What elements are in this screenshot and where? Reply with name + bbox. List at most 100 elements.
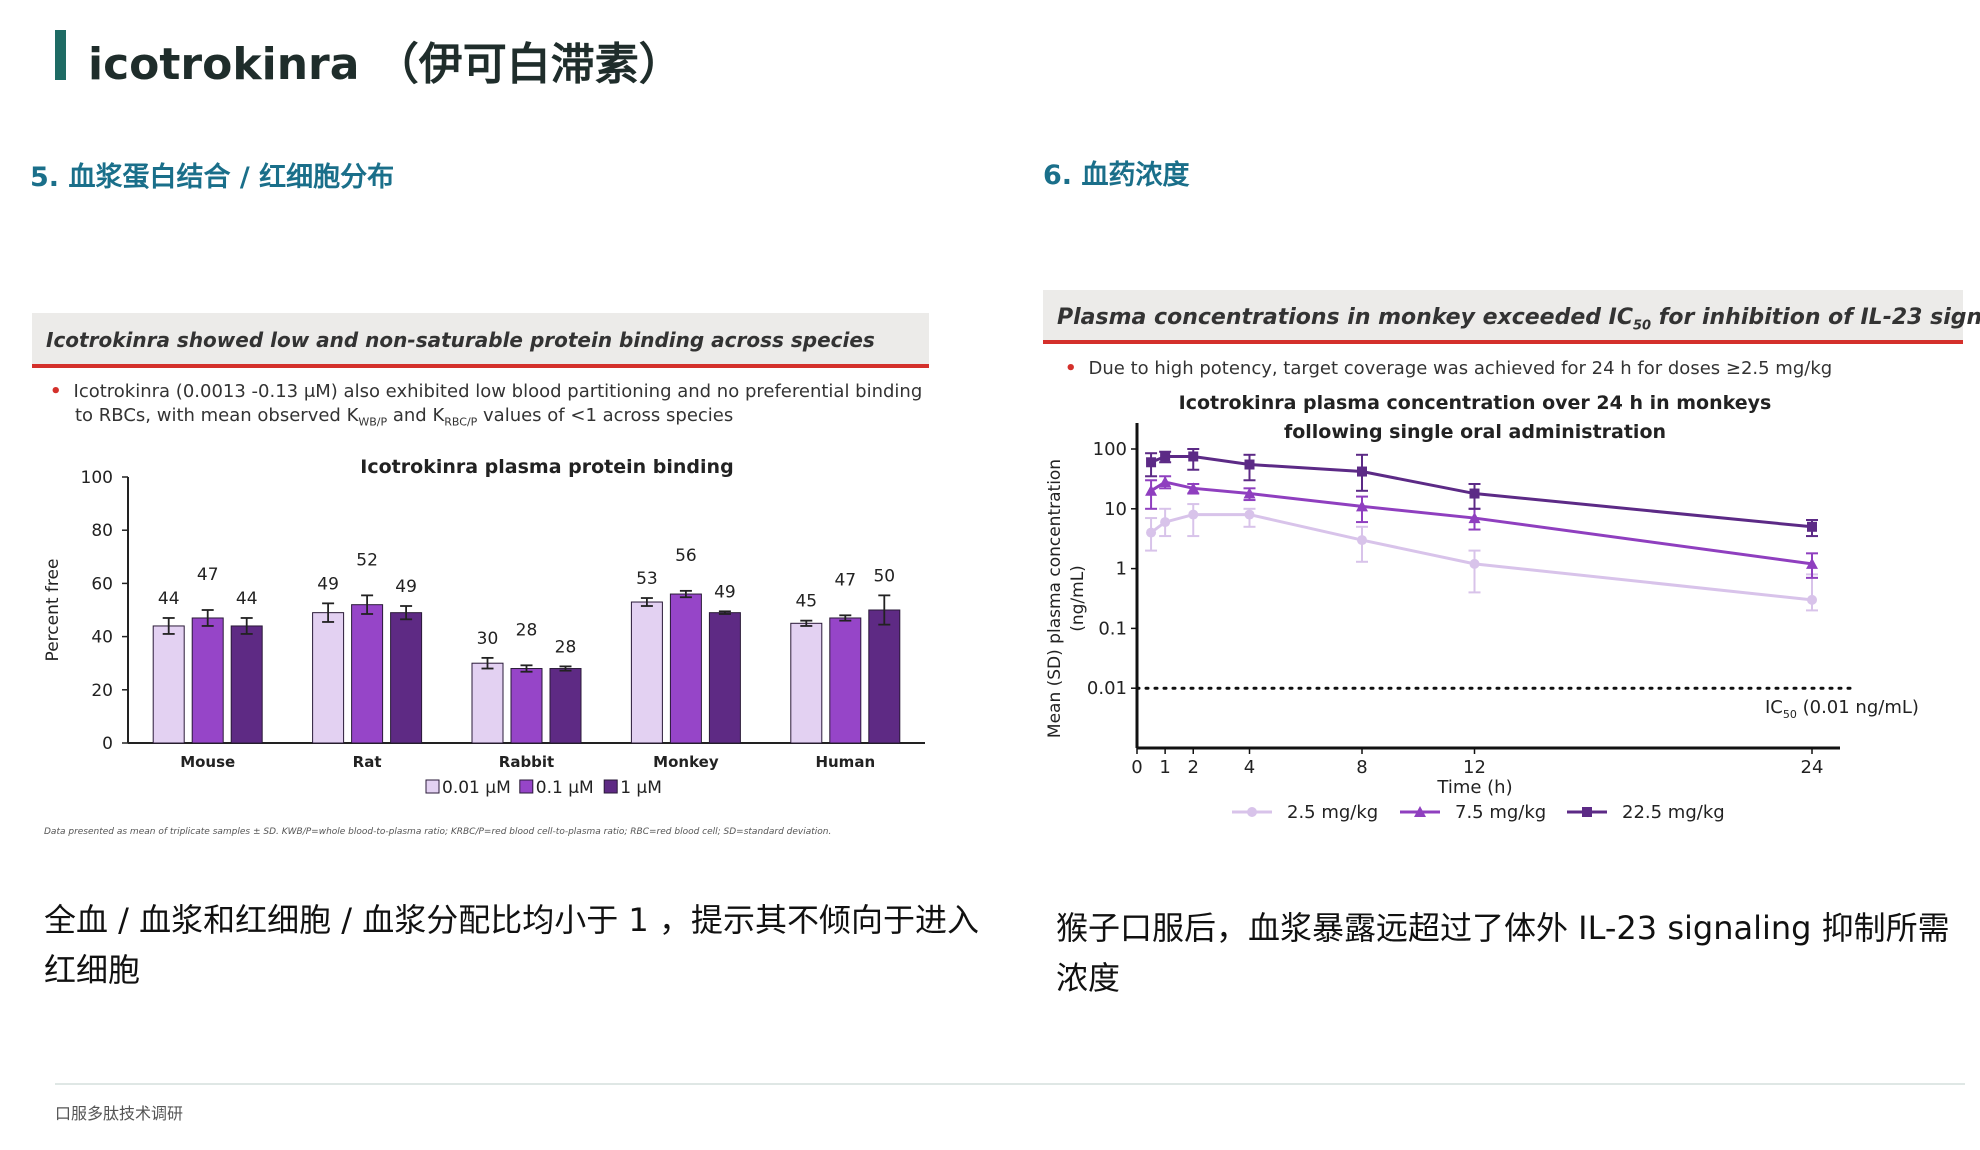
- ic50-label-main: IC: [1765, 697, 1783, 718]
- right-banner-text-a: Plasma concentrations in monkey exceeded…: [1057, 305, 1634, 330]
- data-label: 30: [477, 629, 499, 649]
- bar: [191, 617, 224, 744]
- right-caption: 猴子口服后，血浆暴露远超过了体外 IL-23 signaling 抑制所需浓度: [1056, 909, 1950, 997]
- bar: [630, 601, 663, 744]
- data-label: 45: [795, 592, 817, 612]
- data-label: 52: [356, 550, 378, 570]
- data-label: 49: [317, 574, 339, 594]
- left-banner-text: Icotrokinra showed low and non-saturable…: [46, 328, 875, 352]
- y-tick-label: 10: [1104, 499, 1127, 520]
- x-axis-label: Time (h): [1436, 777, 1512, 798]
- legend-label: 0.1 μM: [536, 778, 594, 798]
- section-title-right: 6. 血药浓度: [1043, 160, 1190, 191]
- data-point-circle: [1160, 517, 1171, 528]
- data-point-circle: [1146, 527, 1157, 538]
- y-tick-label: 80: [91, 521, 113, 541]
- line-chart-title-2: following single oral administration: [1284, 421, 1666, 443]
- data-label: 49: [714, 582, 736, 602]
- legend-swatch: [425, 779, 440, 794]
- category-label: Rat: [353, 753, 382, 771]
- x-tick-label: 12: [1463, 757, 1486, 778]
- data-point-square: [1469, 488, 1480, 499]
- legend-swatch: [603, 779, 618, 794]
- data-label: 28: [516, 620, 538, 640]
- legend-label: 22.5 mg/kg: [1622, 802, 1725, 823]
- right-banner-text: Plasma concentrations in monkey exceeded…: [1057, 305, 1980, 333]
- category-label: Human: [815, 753, 875, 771]
- data-label: 44: [236, 589, 258, 609]
- bar: [390, 612, 423, 744]
- x-tick-label: 2: [1188, 757, 1199, 778]
- right-banner-sub: 50: [1633, 318, 1652, 334]
- category-label: Rabbit: [499, 753, 554, 771]
- x-tick-label: 24: [1801, 757, 1824, 778]
- data-point-circle: [1247, 807, 1257, 817]
- y-axis-label-1: Mean (SD) plasma concentration: [1045, 459, 1065, 738]
- bar: [230, 625, 263, 744]
- x-tick-label: 4: [1244, 757, 1255, 778]
- left-caption: 全血 / 血浆和红细胞 / 血浆分配比均小于 1 ，提示其不倾向于进入红细胞: [44, 901, 979, 989]
- data-point-circle: [1807, 594, 1817, 605]
- data-point-square: [1582, 807, 1592, 817]
- data-point-triangle: [1187, 482, 1200, 494]
- bar: [549, 668, 582, 744]
- category-label: Mouse: [180, 753, 235, 771]
- data-point-triangle: [1159, 476, 1172, 488]
- data-label: 50: [873, 566, 895, 586]
- bar: [829, 617, 862, 744]
- y-tick-label: 0: [102, 734, 113, 754]
- data-point-circle: [1244, 509, 1255, 520]
- bullet-dot: •: [50, 381, 62, 402]
- category-label: Monkey: [653, 753, 719, 771]
- bar: [790, 622, 823, 744]
- data-point-square: [1160, 451, 1171, 462]
- bar: [669, 593, 702, 744]
- y-tick-label: 0.1: [1098, 618, 1127, 639]
- right-bullet-text: Due to high potency, target coverage was…: [1088, 358, 1833, 379]
- data-label: 47: [834, 570, 856, 590]
- ic50-label: IC50 (0.01 ng/mL): [1765, 697, 1919, 721]
- legend-label: 2.5 mg/kg: [1287, 802, 1378, 823]
- legend-label: 0.01 μM: [442, 778, 511, 798]
- legend-swatch: [519, 779, 534, 794]
- x-tick-label: 0: [1131, 757, 1142, 778]
- bar-chart-title: Icotrokinra plasma protein binding: [360, 456, 733, 478]
- left-bullet-sub1: WB/P: [358, 415, 388, 429]
- left-bullet-sub2: RBC/P: [444, 415, 478, 429]
- left-bullet-line1: Icotrokinra (0.0013 -0.13 μM) also exhib…: [73, 381, 923, 402]
- data-point-triangle: [1806, 557, 1818, 569]
- legend-label: 1 μM: [620, 778, 662, 798]
- bar: [708, 612, 741, 744]
- bullet-dot: •: [1065, 358, 1077, 379]
- data-point-triangle: [1468, 512, 1481, 524]
- right-banner: [1043, 290, 1963, 344]
- data-point-circle: [1188, 509, 1199, 520]
- legend-label: 7.5 mg/kg: [1455, 802, 1546, 823]
- bar: [868, 609, 901, 744]
- data-label: 44: [158, 589, 180, 609]
- data-point-square: [1188, 451, 1199, 462]
- data-point-square: [1244, 459, 1255, 470]
- left-banner: [32, 313, 929, 368]
- bar: [152, 625, 185, 744]
- data-point-square: [1146, 457, 1157, 468]
- y-tick-label: 0.01: [1087, 678, 1127, 699]
- section-title-left: 5. 血浆蛋白结合 / 红细胞分布: [30, 162, 395, 193]
- y-tick-label: 100: [81, 468, 113, 488]
- y-axis-label-2: (ng/mL): [1068, 565, 1088, 632]
- line-chart-title-1: Icotrokinra plasma concentration over 24…: [1179, 392, 1772, 414]
- footer-text: 口服多肽技术调研: [55, 1104, 184, 1123]
- plasma-concentration-line-chart: Icotrokinra plasma concentration over 24…: [1045, 392, 1919, 823]
- data-point-circle: [1357, 535, 1367, 546]
- data-point-triangle: [1145, 484, 1158, 496]
- data-label: 53: [636, 569, 658, 589]
- page-title: icotrokinra （伊可白滞素）: [88, 39, 683, 90]
- data-label: 28: [555, 637, 577, 657]
- protein-binding-bar-chart: Icotrokinra plasma protein binding 0 20 40 6…: [43, 456, 925, 798]
- data-point-circle: [1469, 558, 1480, 569]
- title-accent-bar: [55, 30, 66, 80]
- left-bullet: • Icotrokinra (0.0013 -0.13 μM) also exhi…: [50, 380, 930, 435]
- data-point-triangle: [1414, 806, 1426, 817]
- data-label: 47: [197, 565, 219, 585]
- x-tick-label: 1: [1159, 757, 1170, 778]
